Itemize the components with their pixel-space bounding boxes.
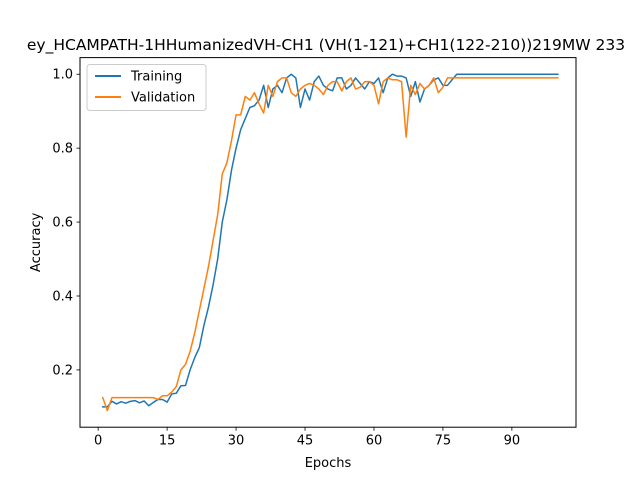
y-axis-label: Accuracy	[29, 212, 44, 272]
x-tick-label: 90	[504, 434, 521, 449]
y-tick-label: 0.2	[52, 363, 73, 378]
series-line-training	[102, 73, 559, 408]
x-axis-ticks: 0 15 30 45 60 75 90	[94, 427, 520, 449]
y-tick-label: 0.8	[52, 142, 73, 157]
chart-title: ey_HCAMPATH-1HHumanizedVH-CH1 (VH(1-121)…	[27, 36, 625, 55]
y-tick-label: 0.4	[52, 289, 73, 304]
legend: Training Validation	[86, 64, 207, 111]
legend-label-training: Training	[130, 70, 182, 85]
x-axis-label: Epochs	[305, 456, 352, 471]
x-tick-label: 45	[297, 434, 314, 449]
plot-area	[79, 57, 577, 428]
x-tick-label: 75	[435, 434, 452, 449]
y-axis-ticks: 0.2 0.4 0.6 0.8 1.0	[52, 68, 80, 378]
series-line-validation	[101, 77, 559, 412]
x-tick-label: 60	[366, 434, 383, 449]
plot-frame	[79, 57, 577, 428]
series-layer	[101, 73, 559, 412]
y-tick-label: 1.0	[52, 68, 73, 83]
x-tick-label: 0	[94, 434, 102, 449]
x-tick-label: 15	[159, 434, 176, 449]
x-tick-label: 30	[228, 434, 245, 449]
y-tick-label: 0.6	[52, 216, 73, 231]
legend-label-validation: Validation	[131, 91, 195, 106]
